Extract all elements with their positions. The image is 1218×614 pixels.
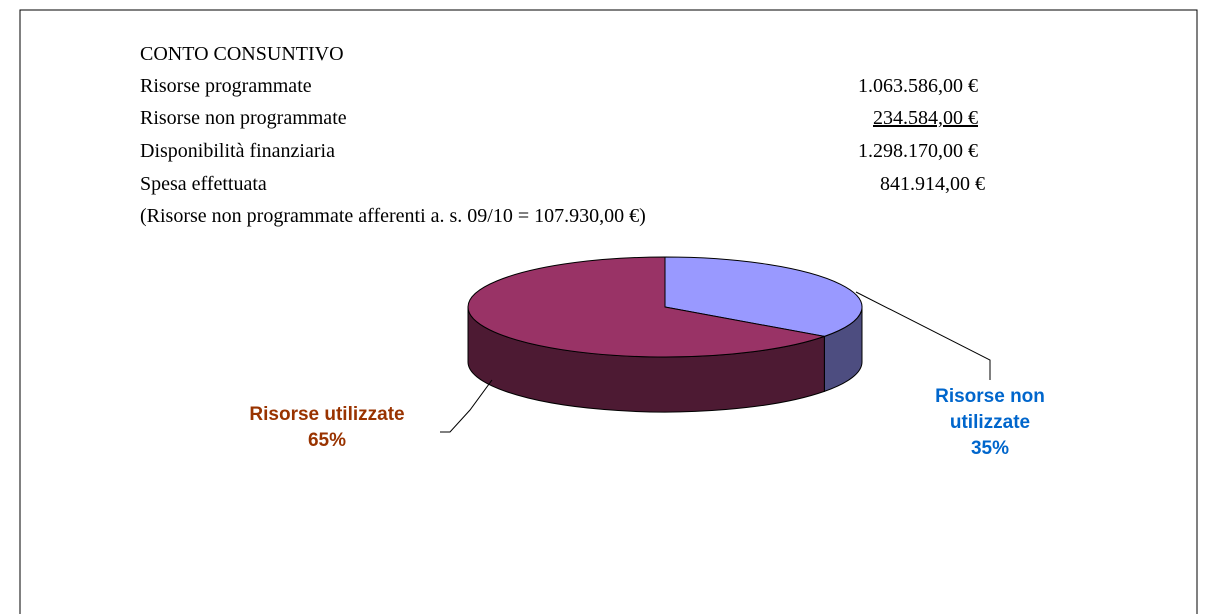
slice — [664, 256, 863, 337]
slice-label: Risorse non utilizzate 35% — [900, 384, 1080, 462]
note: (Risorse non programmate afferenti a. s.… — [140, 205, 646, 227]
row-value: 1.298.170,00 € — [858, 140, 978, 162]
slice-category: Risorse utilizzate — [249, 404, 405, 425]
leader-line — [440, 379, 493, 433]
row-value: 1.063.586,00 € — [858, 75, 978, 97]
row-label: Spesa effettuata — [140, 173, 267, 195]
slice-category: Risorse non utilizzate — [935, 386, 1045, 433]
title: CONTO CONSUNTIVO — [140, 43, 344, 65]
row-value: 841.914,00 € — [880, 173, 985, 195]
row-label: Disponibilità finanziaria — [140, 140, 335, 162]
slice — [467, 256, 827, 358]
leader-line — [855, 291, 991, 380]
row-label: Risorse programmate — [140, 75, 312, 97]
slice-label: Risorse utilizzate 65% — [197, 402, 457, 454]
slice-value: 65% — [307, 430, 347, 451]
slice-value: 35% — [970, 438, 1010, 459]
row-label: Risorse non programmate — [140, 107, 347, 129]
frame — [19, 9, 1198, 614]
pie — [467, 256, 863, 413]
row-value: 234.584,00 € — [873, 107, 978, 129]
